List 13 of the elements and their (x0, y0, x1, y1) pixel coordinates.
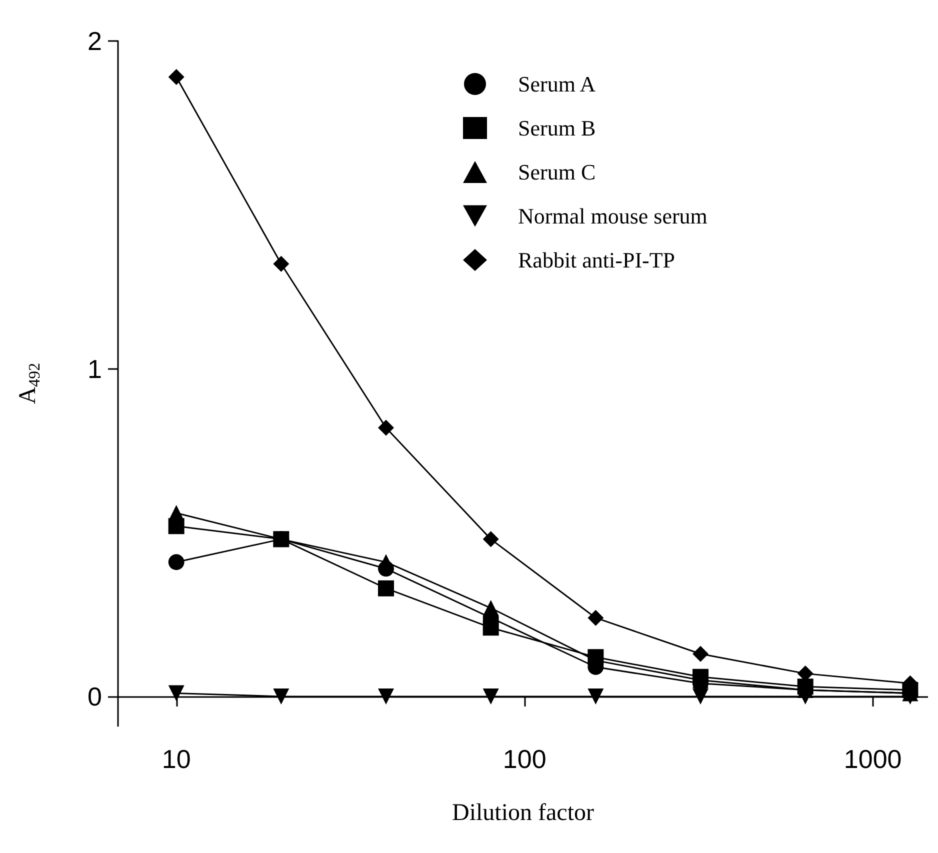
y-axis-title: A492 (15, 362, 44, 404)
legend-label: Serum C (518, 160, 596, 184)
y-tick-label: 2 (88, 26, 102, 56)
legend-label: Normal mouse serum (518, 204, 708, 228)
legend-label: Rabbit anti-PI-TP (518, 248, 676, 272)
y-tick-label: 0 (88, 682, 102, 712)
x-tick-label: 100 (502, 744, 546, 774)
y-tick-label: 1 (88, 354, 102, 384)
x-tick-label: 1000 (844, 744, 902, 774)
legend-label: Serum B (518, 116, 596, 140)
legend-label: Serum A (518, 72, 596, 96)
x-tick-label: 10 (162, 744, 191, 774)
x-axis-title: Dilution factor (452, 800, 594, 826)
